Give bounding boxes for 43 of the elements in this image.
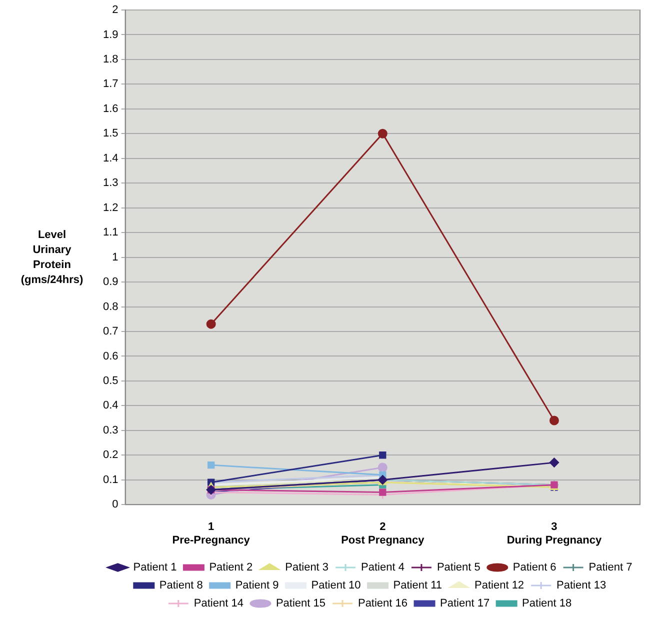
y-tick-label: 1.6 [102,102,118,115]
legend-label: Patient 2 [209,562,253,574]
legend-label: Patient 10 [311,580,361,592]
legend-label: Patient 4 [361,562,404,574]
legend-label: Patient 13 [556,580,606,592]
legend-label: Patient 3 [285,562,329,574]
legend-label: Patient 5 [436,562,480,574]
legend-label: Patient 7 [588,562,632,574]
legend-label: Patient 16 [358,598,408,610]
legend-label: Patient 17 [440,598,490,610]
y-tick-label: 0.8 [102,300,118,313]
legend-label: Patient 8 [159,580,203,592]
y-tick-label: 1.7 [102,78,118,90]
legend-label: Patient 15 [276,598,326,610]
legend-label: Patient 14 [194,598,244,610]
y-tick-label: 1.5 [102,128,118,140]
y-tick-label: 0 [112,498,118,511]
y-tick-label: 0.4 [102,400,118,412]
legend-label: Patient 6 [512,562,556,574]
x-tick-label: 2 Post Pregnancy [341,521,426,546]
y-tick-label: 1.1 [102,226,118,239]
y-tick-label: 2 [112,4,118,16]
legend-label: Patient 11 [393,580,442,592]
x-tick-label: 3 During Pregnancy [506,521,602,546]
y-tick-label: 1 [112,251,118,264]
y-tick-label: 0.9 [102,276,118,288]
y-tick-label: 0.1 [102,474,118,486]
legend-label: Patient 18 [522,598,572,610]
legend-label: Patient 9 [235,580,279,592]
y-tick-label: 1.8 [102,53,118,66]
y-axis-title: Level Urinary Protein (gms/24hrs) [20,228,84,286]
y-tick-label: 0.2 [102,449,118,462]
y-tick-label: 1.3 [102,177,118,190]
legend-label: Patient 12 [474,580,524,592]
y-tick-label: 0.3 [102,424,118,436]
legend-label: Patient 1 [133,562,177,574]
y-tick-label: 0.6 [102,350,118,362]
y-tick-label: 0.7 [102,326,118,338]
x-tick-label: 1 Pre-Pregnancy [172,521,251,546]
y-tick-label: 1.2 [102,202,118,214]
y-tick-label: 1.4 [102,152,118,164]
y-tick-label: 1.9 [102,28,118,41]
y-tick-label: 0.5 [102,374,118,387]
